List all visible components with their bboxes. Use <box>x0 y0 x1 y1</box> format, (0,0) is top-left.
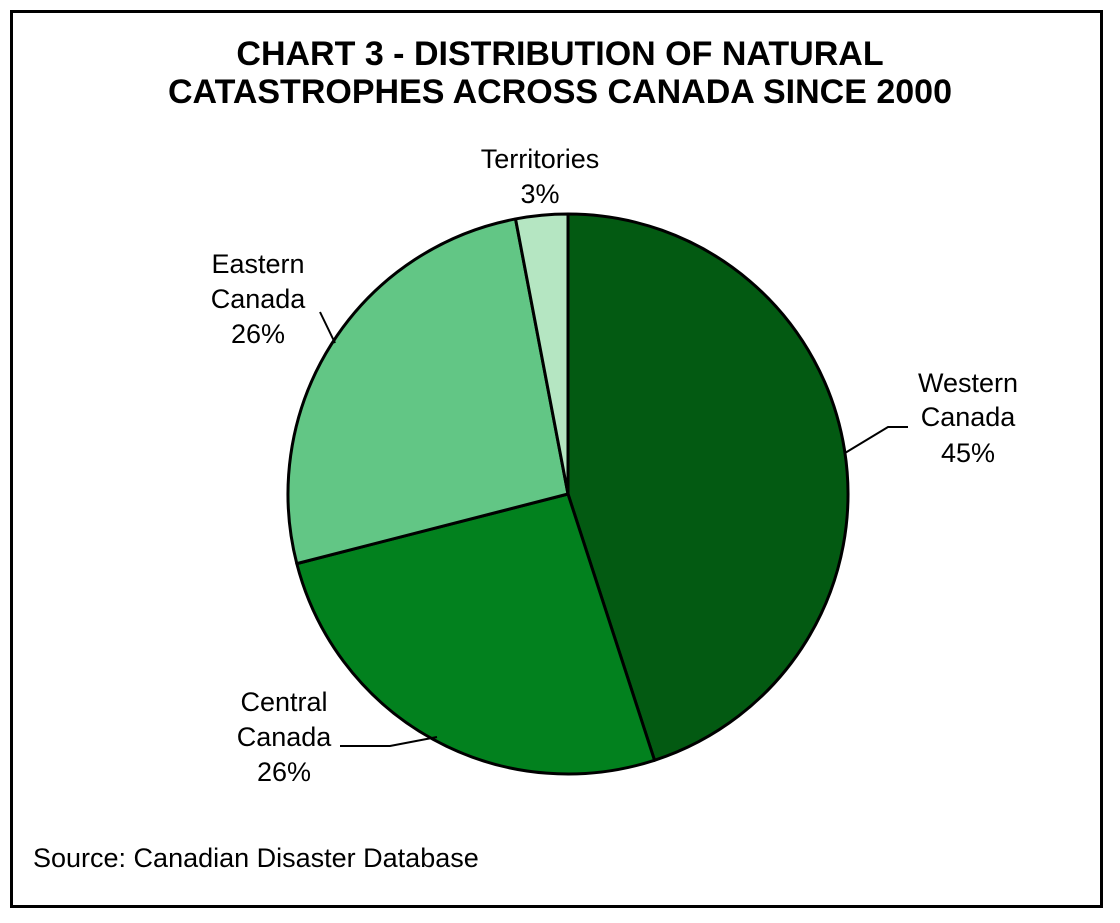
slice-label-eastern-line-2: Canada <box>211 284 307 314</box>
chart-title: CHART 3 - DISTRIBUTION OF NATURAL CATAST… <box>0 35 1120 111</box>
pie-slice-western <box>566 212 850 762</box>
slice-label-western-line-2: Canada <box>921 402 1017 432</box>
leader-line-western <box>844 426 908 454</box>
slice-label-central-line-1: Central <box>240 687 327 717</box>
pie-slice-central <box>295 492 657 776</box>
leader-line-eastern <box>319 311 336 344</box>
pie-slices <box>286 212 850 776</box>
slice-label-eastern-line-1: Eastern <box>211 249 304 279</box>
slice-value-central: 26% <box>257 757 311 787</box>
chart-title-line-2: CATASTROPHES ACROSS CANADA SINCE 2000 <box>167 73 952 111</box>
slice-label-western-line-1: Western <box>918 368 1018 398</box>
source-note: Source: Canadian Disaster Database <box>33 843 479 873</box>
pie-slice-territories <box>514 212 570 496</box>
slice-label-central-line-2: Canada <box>237 722 333 752</box>
leader-line-central <box>340 736 438 747</box>
slice-label-territories: Territories <box>481 144 600 174</box>
slice-value-eastern: 26% <box>231 319 285 349</box>
slice-value-territories: 3% <box>520 179 559 209</box>
slice-value-western: 45% <box>941 438 995 468</box>
pie-slice-eastern <box>286 217 570 566</box>
chart-title-line-1: CHART 3 - DISTRIBUTION OF NATURAL <box>236 35 884 73</box>
